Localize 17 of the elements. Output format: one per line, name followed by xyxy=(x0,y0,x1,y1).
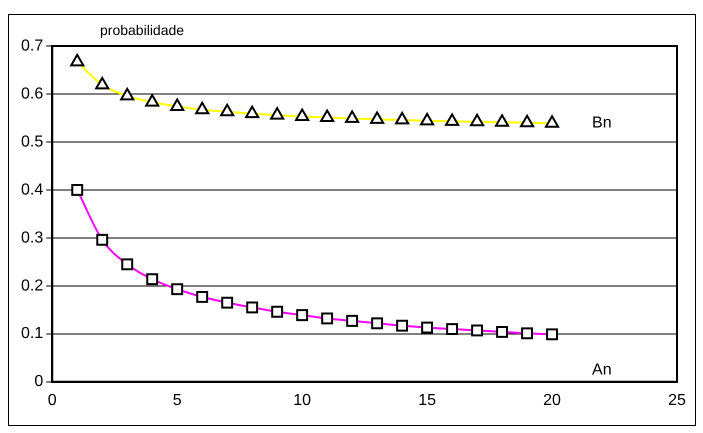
y-axis-title: probabilidade xyxy=(100,22,184,38)
y-tick-label: 0.7 xyxy=(20,37,44,54)
x-tick-label: 5 xyxy=(172,392,182,409)
text: An xyxy=(592,362,612,379)
x-tick-label: 20 xyxy=(543,392,562,409)
x-tick-label: 0 xyxy=(48,392,57,409)
y-tick-label: 0 xyxy=(34,373,44,390)
y-tick-label: 0.2 xyxy=(20,277,44,294)
text: Bn xyxy=(592,114,612,132)
x-tick-label: 25 xyxy=(668,392,686,409)
y-tick-label: 0.5 xyxy=(20,133,44,150)
y-tick-label: 0.1 xyxy=(20,325,44,342)
x-tick-label: 15 xyxy=(418,392,436,409)
x-tick-label: 10 xyxy=(293,392,312,409)
y-tick-label: 0.3 xyxy=(20,229,44,246)
y-tick-label: 0.4 xyxy=(20,181,44,198)
y-tick-label: 0.6 xyxy=(20,85,44,102)
